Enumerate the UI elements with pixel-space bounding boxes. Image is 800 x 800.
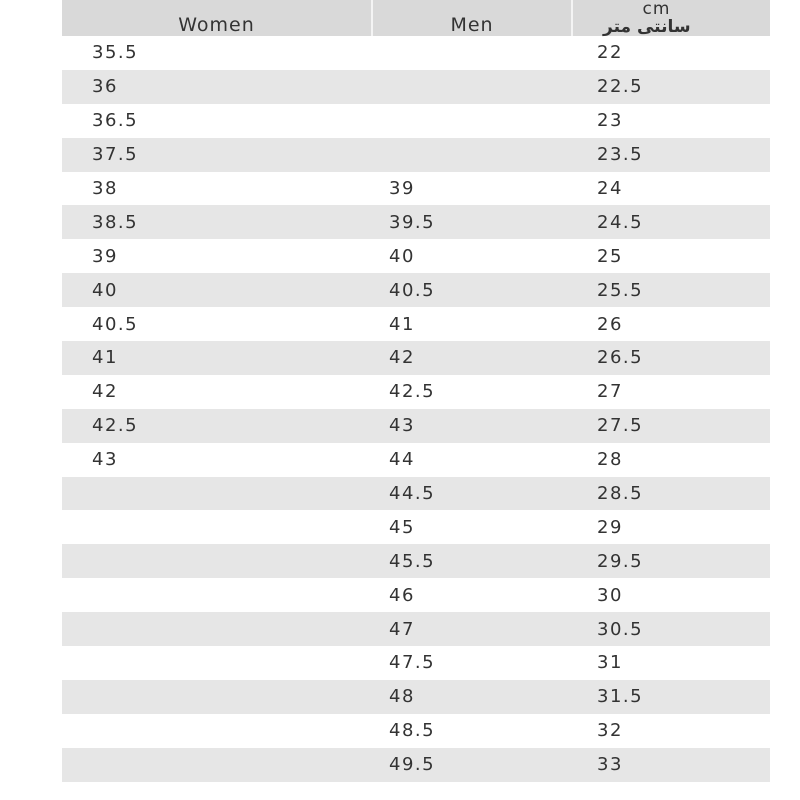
women-size-cell: [62, 612, 372, 647]
women-size-cell: [62, 679, 372, 714]
cm-size-cell: 25: [597, 245, 623, 267]
men-size-cell: 40: [389, 245, 415, 267]
women-size-cell: [62, 714, 372, 748]
cm-size-cell: 23.5: [572, 137, 770, 172]
men-size-cell: [372, 69, 572, 104]
men-size-cell: 47: [372, 612, 572, 647]
women-size-cell: [62, 544, 372, 579]
women-size-cell: [62, 578, 372, 612]
women-size-cell: 35.5: [92, 42, 139, 64]
cm-size-cell: 22: [597, 42, 623, 64]
table-row: 39 40 25: [62, 239, 770, 273]
men-size-cell: 46: [389, 584, 415, 606]
men-size-cell: 42: [372, 341, 572, 375]
women-size-cell: 40.5: [92, 313, 139, 335]
women-size-cell: [62, 510, 372, 544]
cm-size-cell: 24.5: [572, 205, 770, 240]
table-row: 45 29: [62, 510, 770, 544]
table-row: 38 39 24: [62, 172, 770, 206]
size-chart-table: Women Men cm سانتی متر 35.5 22 36 22.5 36.5 2…: [62, 0, 770, 782]
table-row: 48.5 32: [62, 714, 770, 748]
cm-size-cell: 24: [597, 178, 623, 199]
women-size-cell: 40: [62, 273, 372, 308]
cm-size-cell: 26.5: [572, 341, 770, 375]
men-size-cell: 49.5: [372, 747, 572, 782]
table-row: 37.5 23.5: [62, 137, 770, 172]
men-size-cell: 45.5: [372, 544, 572, 579]
table-row: 42 42.5 27: [62, 375, 770, 409]
table-row: 36 22.5: [62, 69, 770, 104]
cm-size-cell: 28: [597, 449, 623, 471]
cm-size-cell: 23: [597, 110, 623, 132]
table-row: 46 30: [62, 578, 770, 612]
women-size-cell: 42: [92, 381, 118, 403]
header-men: Men: [372, 0, 573, 36]
header-cm: cm سانتی متر: [572, 0, 770, 36]
cm-size-cell: 31: [597, 652, 623, 674]
table-row: 43 44 28: [62, 443, 770, 477]
women-size-cell: 39: [92, 245, 118, 267]
men-size-cell: [372, 137, 572, 172]
cm-size-cell: 22.5: [572, 69, 770, 104]
table-row: 48 31.5: [62, 679, 770, 714]
men-size-cell: [372, 104, 572, 138]
cm-size-cell: 32: [597, 720, 623, 742]
table-row: 38.5 39.5 24.5: [62, 205, 770, 240]
header-row: Women Men cm سانتی متر: [62, 0, 770, 36]
table-row: 49.5 33: [62, 747, 770, 782]
men-size-cell: [372, 36, 572, 70]
women-size-cell: [62, 646, 372, 680]
cm-size-cell: 30.5: [572, 612, 770, 647]
women-size-cell: 37.5: [62, 137, 372, 172]
women-size-cell: 36: [62, 69, 372, 104]
cm-size-cell: 31.5: [572, 679, 770, 714]
women-size-cell: 41: [62, 341, 372, 375]
cm-size-cell: 25.5: [572, 273, 770, 308]
cm-size-cell: 27: [597, 381, 623, 403]
men-size-cell: 39: [389, 178, 415, 199]
men-size-cell: 40.5: [372, 273, 572, 308]
men-size-cell: 45: [389, 516, 415, 538]
table-row: 44.5 28.5: [62, 476, 770, 511]
cm-size-cell: 33: [572, 747, 770, 782]
table-row: 42.5 43 27.5: [62, 408, 770, 443]
women-size-cell: 36.5: [92, 110, 139, 132]
header-women: Women: [62, 0, 373, 36]
men-size-cell: 39.5: [372, 205, 572, 240]
men-size-cell: 44.5: [372, 476, 572, 511]
women-size-cell: 42.5: [62, 408, 372, 443]
table-row: 47.5 31: [62, 646, 770, 680]
men-size-cell: 47.5: [389, 652, 436, 674]
cm-size-cell: 27.5: [572, 408, 770, 443]
women-size-cell: 43: [92, 449, 118, 471]
table-row: 35.5 22: [62, 36, 770, 70]
men-size-cell: 44: [389, 449, 415, 471]
women-size-cell: [62, 476, 372, 511]
table-row: 40.5 41 26: [62, 307, 770, 341]
cm-size-cell: 28.5: [572, 476, 770, 511]
men-size-cell: 48.5: [389, 720, 436, 742]
cm-size-cell: 26: [597, 313, 623, 335]
cm-size-cell: 30: [597, 584, 623, 606]
table-row: 40 40.5 25.5: [62, 273, 770, 308]
cm-size-cell: 29.5: [572, 544, 770, 579]
men-size-cell: 41: [389, 313, 415, 335]
table-row: 36.5 23: [62, 104, 770, 138]
table-row: 41 42 26.5: [62, 341, 770, 375]
men-size-cell: 42.5: [389, 381, 436, 403]
women-size-cell: 38: [92, 178, 118, 199]
men-size-cell: 43: [372, 408, 572, 443]
header-cm-persian: سانتی متر: [603, 17, 691, 37]
table-row: 47 30.5: [62, 612, 770, 647]
table-row: 45.5 29.5: [62, 544, 770, 579]
header-cm-label: cm: [642, 0, 671, 19]
women-size-cell: [62, 747, 372, 782]
women-size-cell: 38.5: [62, 205, 372, 240]
cm-size-cell: 29: [597, 516, 623, 538]
men-size-cell: 48: [372, 679, 572, 714]
